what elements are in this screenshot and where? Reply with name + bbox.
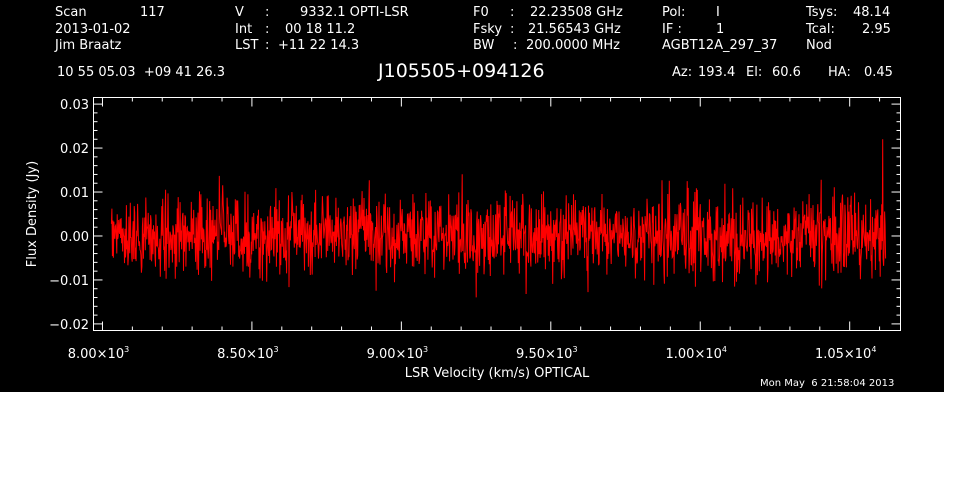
az-label: Az: — [672, 65, 693, 80]
observer-name: Jim Braatz — [55, 38, 122, 53]
az-value: 193.4 — [698, 65, 736, 80]
lst-colon: : — [265, 38, 270, 53]
pol-label: Pol: — [662, 5, 686, 20]
el-value: 60.6 — [772, 65, 801, 80]
scan-label: Scan — [55, 5, 87, 20]
tcal-value: 2.95 — [862, 22, 891, 37]
velocity-value: 9332.1 OPTI-LSR — [300, 5, 409, 20]
x-tick-label: 1.05×104 — [815, 345, 876, 362]
axis-ticks — [93, 97, 901, 331]
x-tick-exponent: 3 — [274, 345, 279, 354]
int-value: 00 18 11.2 — [285, 22, 356, 37]
x-tick-label: 8.00×103 — [68, 345, 129, 362]
y-axis-label: Flux Density (Jy) — [25, 161, 40, 267]
spectrum-series-line — [110, 139, 887, 298]
x-tick-exponent: 3 — [423, 345, 428, 354]
x-tick-mantissa: 1.00×10 — [666, 347, 722, 362]
obs-mode: Nod — [806, 38, 832, 53]
source-coordinates: 10 55 05.03 +09 41 26.3 — [57, 65, 226, 80]
int-colon: : — [265, 22, 270, 37]
axis-tick-labels: 8.00×103 8.50×103 9.00×103 9.50×103 1.00×104… — [49, 98, 876, 362]
x-tick-mantissa: 8.00×10 — [68, 347, 124, 362]
y-tick-label: −0.02 — [49, 318, 89, 333]
x-tick-label: 9.00×103 — [367, 345, 428, 362]
fsky-label: Fsky — [473, 22, 503, 37]
obs-date: 2013-01-02 — [55, 22, 131, 37]
pol-value: I — [716, 5, 720, 20]
tcal-label: Tcal: — [806, 22, 835, 37]
spectrum-trace — [110, 139, 887, 298]
tsys-value: 48.14 — [853, 5, 891, 20]
scan-value: 117 — [140, 5, 165, 20]
spectrum-plot: 8.00×103 8.50×103 9.00×103 9.50×103 1.00×104… — [25, 97, 901, 381]
y-tick-label: −0.01 — [49, 274, 89, 289]
plot-frame — [93, 97, 901, 331]
plot-timestamp: Mon May 6 21:58:04 2013 — [760, 378, 895, 389]
x-tick-exponent: 4 — [871, 345, 876, 354]
spectrum-display: Scan 117 2013-01-02 Jim Braatz V : 9332.… — [0, 0, 944, 392]
x-tick-mantissa: 9.00×10 — [367, 347, 423, 362]
fsky-colon: : — [510, 22, 515, 37]
x-axis-label: LSR Velocity (km/s) OPTICAL — [405, 366, 590, 381]
if-value: 1 — [716, 22, 725, 37]
y-tick-label: 0.00 — [60, 230, 89, 245]
x-tick-label: 9.50×103 — [516, 345, 577, 362]
x-tick-exponent: 3 — [124, 345, 129, 354]
x-tick-mantissa: 9.50×10 — [516, 347, 572, 362]
f0-label: F0 — [473, 5, 489, 20]
f0-value: 22.23508 GHz — [530, 5, 623, 20]
x-tick-label: 8.50×103 — [217, 345, 278, 362]
fsky-value: 21.56543 GHz — [528, 22, 621, 37]
project-id: AGBT12A_297_37 — [662, 38, 778, 53]
lst-label: LST — [235, 38, 259, 53]
x-tick-exponent: 4 — [722, 345, 727, 354]
f0-colon: : — [510, 5, 515, 20]
source-name: J105505+094126 — [378, 60, 545, 82]
lst-value: +11 22 14.3 — [278, 38, 360, 53]
y-tick-label: 0.01 — [60, 186, 89, 201]
ha-label: HA: — [828, 65, 851, 80]
y-tick-label: 0.03 — [60, 98, 89, 113]
int-label: Int — [235, 22, 253, 37]
bw-colon: : — [513, 38, 518, 53]
velocity-colon: : — [265, 5, 270, 20]
x-tick-mantissa: 8.50×10 — [217, 347, 273, 362]
x-tick-label: 1.00×104 — [666, 345, 727, 362]
bw-label: BW — [473, 38, 495, 53]
velocity-label: V — [235, 5, 244, 20]
tsys-label: Tsys: — [806, 5, 838, 20]
y-tick-label: 0.02 — [60, 142, 89, 157]
ha-value: 0.45 — [864, 65, 893, 80]
if-label: IF : — [662, 22, 682, 37]
x-tick-mantissa: 1.05×10 — [815, 347, 871, 362]
x-tick-exponent: 3 — [572, 345, 577, 354]
bw-value: 200.0000 MHz — [526, 38, 620, 53]
el-label: El: — [746, 65, 763, 80]
